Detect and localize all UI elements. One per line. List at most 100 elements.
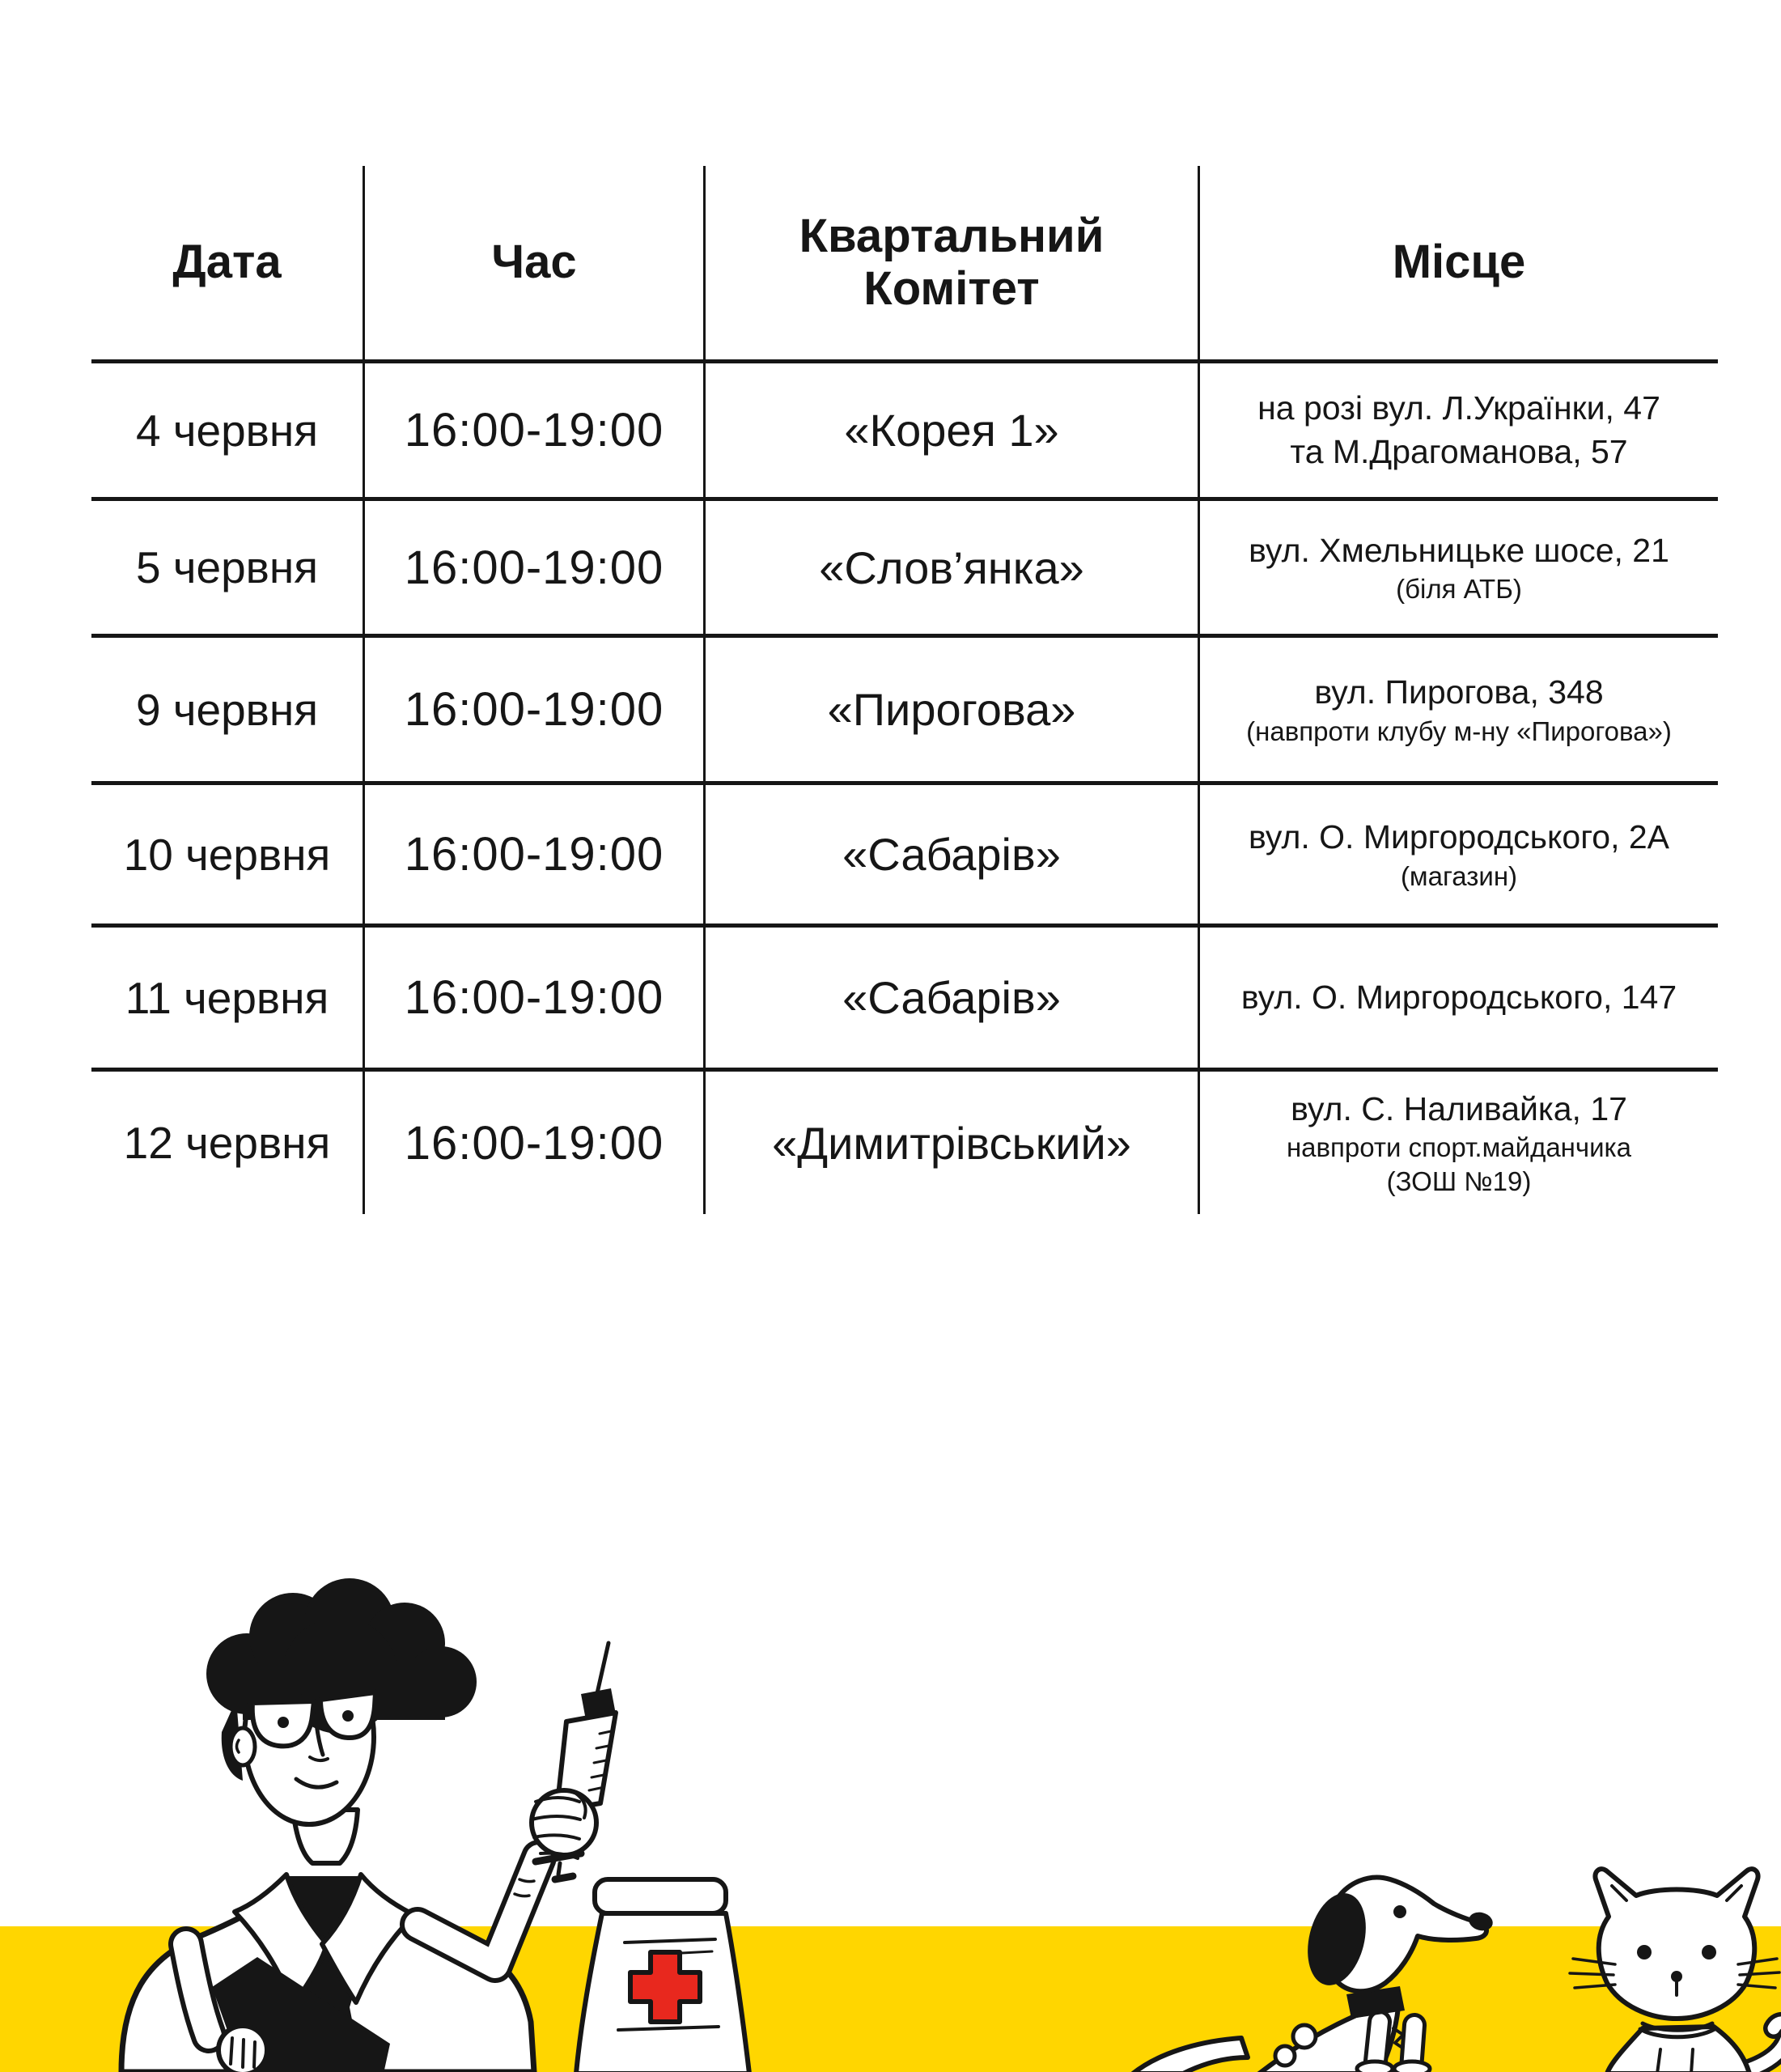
committee-value: «Сабарів»: [842, 972, 1061, 1023]
cat-eye-right: [1702, 1945, 1716, 1959]
header-committee-label: Квартальний Комітет: [799, 209, 1105, 315]
syringe-needle: [595, 1641, 611, 1696]
time-value: 16:00-19:00: [404, 541, 664, 594]
time-value: 16:00-19:00: [404, 828, 664, 881]
dog-collar: [1346, 1986, 1405, 2019]
header-time-label: Час: [491, 236, 577, 289]
table-row-2-committee: «Слов’янка»: [706, 501, 1200, 638]
raised-arm: [405, 1845, 552, 1978]
table-row-4-committee: «Сабарів»: [706, 785, 1200, 928]
table-row-3-date: 9 червня: [91, 638, 365, 785]
dog-vest-scallop-2: [1273, 2044, 1297, 2068]
dog-eye: [1393, 1905, 1406, 1918]
cat-nose: [1671, 1971, 1682, 1982]
fist-fingers: [530, 1792, 587, 1860]
committee-value: «Сабарів»: [842, 829, 1061, 880]
dog-paw-2: [1392, 2059, 1432, 2072]
dog-illustration: [1130, 1875, 1493, 2072]
left-hand-fingers: [229, 2036, 257, 2069]
vaccination-schedule-table: Дата Час Квартальний Комітет Місце 4 чер…: [91, 166, 1718, 1214]
dog-paw-1: [1355, 2059, 1395, 2072]
header-place: Місце: [1200, 166, 1718, 363]
cat-front-legs: [1656, 2048, 1694, 2072]
cat-body: [1605, 2024, 1752, 2072]
dog-vest-scallop-1: [1291, 2023, 1318, 2050]
place-line: вул. С. Наливайка, 17: [1291, 1090, 1627, 1128]
table-row-4-date: 10 червня: [91, 785, 365, 928]
table-row-5-place: вул. О. Миргородського, 147: [1200, 928, 1718, 1072]
vet-doctor-illustration: [118, 1578, 618, 2072]
date-value: 5 червня: [135, 542, 319, 592]
table-row-6-date: 12 червня: [91, 1072, 365, 1214]
syringe-plunger-rod: [556, 1861, 562, 1877]
coat-lapel-right: [320, 1872, 417, 2005]
table-row-6-time: 16:00-19:00: [365, 1072, 706, 1214]
date-value: 10 червня: [123, 829, 331, 880]
safety-goggles-icon: [246, 1688, 378, 1749]
syringe-icon: [532, 1641, 618, 1883]
table-row-5-time: 16:00-19:00: [365, 928, 706, 1072]
ear-inner-line: [235, 1739, 240, 1754]
footer-illustration: [0, 1578, 1781, 2072]
bag-label-line-1: [623, 1938, 717, 1944]
table-row-4-time: 16:00-19:00: [365, 785, 706, 928]
cat-tail: [1735, 2016, 1781, 2072]
place-line: та М.Драгоманова, 57: [1290, 432, 1628, 470]
table-row-2-place: вул. Хмельницьке шосе, 21 (біля АТБ): [1200, 501, 1718, 638]
sleeve-wrinkles: [513, 1878, 536, 1898]
table-row-3-time: 16:00-19:00: [365, 638, 706, 785]
committee-value: «Корея 1»: [844, 405, 1059, 456]
syringe-barrel: [554, 1710, 618, 1813]
place-line: на розі вул. Л.Українки, 47: [1257, 389, 1660, 427]
place-line-small: навпроти спорт.майданчика: [1286, 1132, 1632, 1163]
table-row-1-time: 16:00-19:00: [365, 363, 706, 501]
eye-right: [342, 1710, 354, 1722]
place-line: вул. О. Миргородського, 2А: [1248, 818, 1670, 856]
place-line-small: (магазин): [1400, 860, 1518, 891]
red-cross-icon: [628, 1950, 702, 2024]
cat-eye-left: [1637, 1945, 1652, 1959]
time-value: 16:00-19:00: [404, 1116, 664, 1170]
date-value: 4 червня: [135, 405, 319, 456]
committee-value: «Димитрівський»: [772, 1117, 1131, 1169]
place-line: вул. Пирогова, 348: [1314, 673, 1604, 711]
header-date: Дата: [91, 166, 365, 363]
smile: [294, 1777, 339, 1790]
time-value: 16:00-19:00: [404, 404, 664, 456]
place-line-small: (навпроти клубу м-ну «Пирогова»): [1246, 715, 1672, 746]
date-value: 12 червня: [123, 1118, 331, 1168]
ear: [228, 1726, 257, 1768]
medicine-bag-icon: [574, 1877, 752, 2072]
dog-ear: [1308, 1893, 1366, 1985]
table-row-6-committee: «Димитрівський»: [706, 1072, 1200, 1214]
header-committee: Квартальний Комітет: [706, 166, 1200, 363]
table-row-2-date: 5 червня: [91, 501, 365, 638]
dog-nose: [1469, 1912, 1493, 1931]
table-row-1-place: на розі вул. Л.Українки, 47 та М.Драгома…: [1200, 363, 1718, 501]
table-row-6-place: вул. С. Наливайка, 17 навпроти спорт.май…: [1200, 1072, 1718, 1214]
table-row-3-committee: «Пирогова»: [706, 638, 1200, 785]
place-line-small: (ЗОШ №19): [1386, 1166, 1532, 1196]
cat-collar: [1638, 2021, 1717, 2040]
time-value: 16:00-19:00: [404, 683, 664, 736]
table-row-4-place: вул. О. Миргородського, 2А (магазин): [1200, 785, 1718, 928]
syringe-plunger-end: [551, 1872, 577, 1883]
header-time: Час: [365, 166, 706, 363]
place-line-small: (біля АТБ): [1396, 574, 1522, 605]
header-place-label: Місце: [1392, 236, 1526, 289]
committee-value: «Пирогова»: [827, 684, 1076, 735]
table-row-5-date: 11 червня: [91, 928, 365, 1072]
table-row-1-date: 4 червня: [91, 363, 365, 501]
left-sleeve: [173, 1931, 222, 2049]
cat-head: [1592, 1866, 1761, 2021]
syringe-graduations: [587, 1730, 613, 1792]
table-row-1-committee: «Корея 1»: [706, 363, 1200, 501]
committee-value: «Слов’янка»: [819, 541, 1084, 593]
date-value: 9 червня: [135, 684, 319, 735]
nostril-line: [308, 1756, 329, 1763]
cat-whiskers: [1568, 1957, 1781, 1989]
cat-illustration: [1568, 1866, 1781, 2072]
header-date-label: Дата: [172, 236, 282, 289]
table-row-2-time: 16:00-19:00: [365, 501, 706, 638]
